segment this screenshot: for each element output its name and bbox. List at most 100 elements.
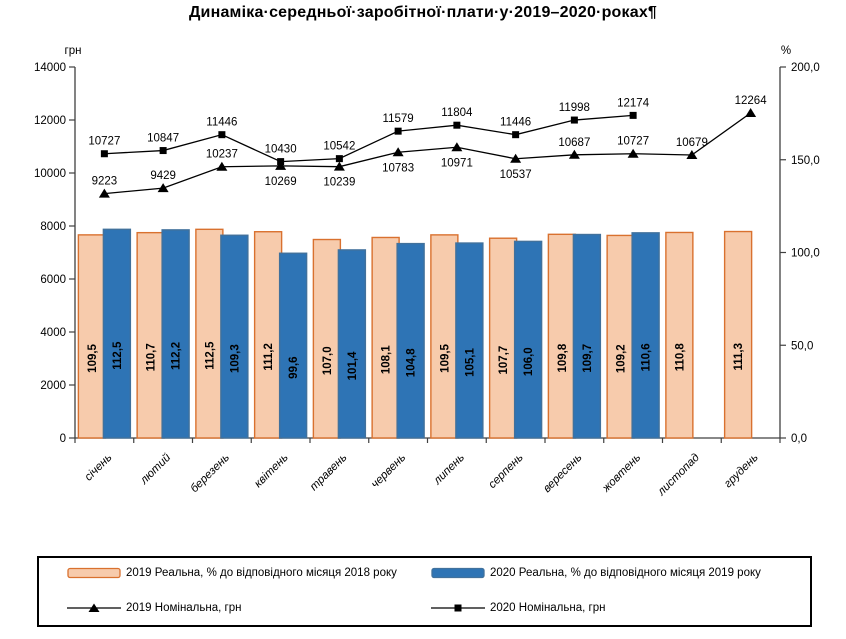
svg-text:10239: 10239	[323, 177, 355, 189]
svg-text:10000: 10000	[34, 168, 66, 180]
svg-text:9223: 9223	[92, 176, 118, 188]
legend-item-2019-nominal: 2019 Номінальна, грн	[67, 602, 241, 614]
line-square-swatch-icon	[431, 602, 485, 614]
svg-text:10687: 10687	[558, 137, 590, 149]
triangle-marker-icon	[568, 149, 580, 159]
square-marker-icon	[570, 116, 578, 124]
salary-combo-chart[interactable]: 0 2000 4000 6000 8000 10000 12000 14000 грн 0,0 50…	[0, 40, 846, 550]
triangle-marker-icon	[157, 183, 169, 193]
bar-2020-травень	[337, 249, 367, 439]
bar-2020-березень	[220, 234, 249, 439]
triangle-marker-icon	[745, 108, 757, 118]
svg-text:110,7: 110,7	[146, 343, 158, 371]
square-marker-icon	[394, 127, 402, 135]
svg-text:6000: 6000	[40, 274, 66, 286]
svg-text:серпень: серпень	[486, 452, 525, 491]
square-marker-icon	[512, 131, 520, 139]
left-axis-ticks: 0 2000 4000 6000 8000 10000 12000 14000 грн	[34, 45, 81, 445]
svg-text:10269: 10269	[265, 176, 297, 188]
square-marker-icon	[159, 147, 167, 155]
svg-text:0: 0	[60, 433, 66, 445]
svg-text:10783: 10783	[382, 162, 414, 174]
svg-text:107,7: 107,7	[498, 346, 510, 375]
svg-text:листопад: листопад	[655, 452, 702, 499]
chart-title: Динаміка·середньої·заробітної·плати·у·20…	[188, 4, 658, 21]
svg-text:107,0: 107,0	[322, 346, 334, 375]
svg-text:110,8: 110,8	[674, 343, 686, 372]
svg-text:10237: 10237	[206, 149, 238, 161]
svg-text:вересень: вересень	[541, 452, 584, 495]
legend-item-2020-nominal: 2020 Номінальна, грн	[431, 602, 605, 614]
bar-2020-червень	[396, 242, 425, 439]
bar-2020-лютий	[161, 229, 190, 439]
bars-group	[77, 228, 753, 439]
bottom-axis-ticks	[74, 438, 781, 443]
svg-text:січень: січень	[83, 452, 115, 484]
square-marker-icon	[277, 158, 285, 166]
bar-2019-вересень	[547, 233, 577, 439]
bar-labels-group: 109,5 110,7 112,5 111,2 107,0 108,1 109,5 107,7…	[87, 341, 745, 380]
legend-label: 2020 Реальна, % до відповідного місяця 2…	[490, 567, 761, 579]
svg-text:2000: 2000	[40, 380, 66, 392]
line-2020-nominal: 10727 10847 11446 10430 10542 11579 11804 11446…	[88, 97, 650, 166]
svg-text:12264: 12264	[735, 95, 768, 107]
svg-text:жовтень: жовтень	[600, 452, 644, 496]
svg-text:110,6: 110,6	[641, 343, 653, 371]
line-triangle-swatch-icon	[67, 602, 121, 614]
svg-text:50,0: 50,0	[791, 340, 813, 352]
svg-text:липень: липень	[431, 452, 467, 488]
line-2019-nominal: 9223 9429 10237 10269 10239 10783 10971 10537 10…	[92, 95, 768, 198]
svg-text:112,5: 112,5	[112, 341, 124, 370]
svg-text:112,2: 112,2	[171, 342, 183, 370]
bar-2019-листопад	[665, 231, 694, 439]
svg-text:травень: травень	[308, 452, 350, 494]
bar-2020-січень	[102, 228, 132, 439]
svg-text:11804: 11804	[441, 107, 473, 119]
svg-text:109,5: 109,5	[87, 343, 99, 372]
svg-text:8000: 8000	[40, 221, 66, 233]
chart-legend[interactable]: 2019 Реальна, % до відповідного місяця 2…	[37, 556, 812, 627]
bar-2020-липень	[455, 242, 484, 439]
svg-text:150,0: 150,0	[791, 155, 820, 167]
bar-2019-лютий	[136, 231, 165, 439]
svg-text:0,0: 0,0	[791, 433, 807, 445]
legend-item-2019-real: 2019 Реальна, % до відповідного місяця 2…	[67, 567, 397, 579]
svg-text:11446: 11446	[206, 117, 237, 129]
svg-text:10727: 10727	[88, 136, 120, 148]
svg-text:10542: 10542	[323, 141, 355, 153]
bar-2019-травень	[312, 238, 342, 439]
legend-item-2020-real: 2020 Реальна, % до відповідного місяця 2…	[431, 567, 761, 579]
svg-text:112,5: 112,5	[204, 341, 216, 370]
triangle-marker-icon	[510, 153, 522, 163]
bar-2020-жовтень	[631, 232, 660, 439]
svg-text:10430: 10430	[265, 144, 297, 156]
svg-text:березень: березень	[188, 452, 231, 495]
svg-text:4000: 4000	[40, 327, 66, 339]
triangle-marker-icon	[451, 142, 463, 152]
legend-label: 2019 Реальна, % до відповідного місяця 2…	[126, 567, 397, 579]
svg-text:106,0: 106,0	[523, 347, 535, 376]
svg-text:109,7: 109,7	[582, 344, 594, 373]
svg-text:109,3: 109,3	[229, 344, 241, 373]
square-marker-icon	[100, 150, 108, 158]
square-marker-icon	[335, 155, 343, 163]
svg-text:10727: 10727	[617, 136, 649, 148]
bar-2020-вересень	[572, 233, 602, 439]
svg-text:червень: червень	[369, 452, 408, 491]
svg-text:лютий: лютий	[138, 451, 174, 487]
svg-text:14000: 14000	[34, 62, 66, 74]
svg-text:квітень: квітень	[252, 452, 290, 490]
svg-text:10847: 10847	[147, 133, 179, 145]
svg-text:грн: грн	[65, 45, 82, 57]
svg-text:11446: 11446	[500, 117, 531, 129]
svg-text:111,3: 111,3	[733, 343, 745, 371]
triangle-marker-icon	[686, 150, 698, 160]
svg-text:109,8: 109,8	[557, 343, 569, 372]
svg-text:11998: 11998	[559, 102, 590, 114]
svg-text:%: %	[781, 45, 791, 57]
triangle-marker-icon	[392, 147, 404, 157]
right-axis-ticks: 0,0 50,0 100,0 150,0 200,0%	[780, 45, 820, 445]
svg-text:109,5: 109,5	[439, 343, 451, 372]
svg-text:10679: 10679	[676, 137, 708, 149]
